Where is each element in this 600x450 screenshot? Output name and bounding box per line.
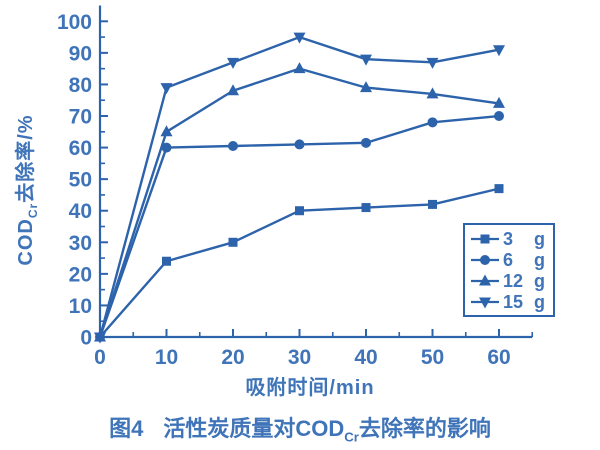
data-point-marker — [160, 125, 173, 137]
figure-caption-subscript: Cr — [344, 429, 359, 445]
data-point-marker — [494, 184, 504, 194]
data-point-marker — [228, 237, 238, 247]
x-tick-label: 40 — [354, 346, 377, 369]
figure-caption-text-post: 去除率的影响 — [358, 416, 491, 441]
y-tick-label: 0 — [80, 327, 92, 350]
legend-label-unit: g — [534, 270, 545, 291]
x-tick-label: 50 — [421, 346, 444, 369]
series-line-15g — [98, 35, 500, 338]
legend-label-unit: g — [534, 291, 545, 312]
data-point-marker — [493, 96, 505, 108]
legend-marker-glyph — [480, 254, 490, 265]
data-point-marker — [360, 81, 372, 93]
y-tick-label: 40 — [69, 200, 92, 223]
figure-caption-number: 图4 — [109, 416, 144, 441]
legend-label-unit: g — [534, 249, 545, 270]
y-tick-label: 90 — [69, 42, 92, 65]
legend-triangle-up-marker-icon — [471, 274, 499, 285]
legend-marker-glyph — [479, 274, 491, 285]
y-axis-title-main: COD — [15, 218, 37, 266]
data-point-marker — [295, 206, 304, 216]
y-tick-label: 10 — [69, 295, 92, 318]
data-point-marker — [161, 142, 172, 153]
legend-label-unit: g — [534, 228, 545, 249]
legend-square-marker-icon — [471, 234, 499, 243]
data-point-marker — [294, 139, 305, 150]
y-tick-label: 80 — [69, 74, 92, 97]
figure-caption: 图4 活性炭质量对CODCr去除率的影响 — [0, 411, 600, 444]
legend-box: 3 g 6 g 12 g 15 g — [463, 223, 555, 317]
data-point-marker — [360, 54, 372, 66]
y-tick-label: 60 — [69, 137, 92, 160]
x-tick-label: 60 — [487, 346, 510, 369]
data-point-marker — [426, 87, 439, 99]
y-tick-label: 30 — [69, 232, 92, 255]
legend-item-15g: 15 g — [470, 293, 547, 311]
legend-marker-glyph — [480, 234, 490, 243]
series-3g — [95, 184, 504, 342]
legend-label-qty: 6 — [503, 249, 514, 270]
data-point-marker — [162, 256, 171, 266]
y-tick-label: 70 — [69, 106, 92, 129]
x-tick-label: 20 — [221, 346, 244, 369]
legend-item-6g: 6 g — [470, 251, 547, 269]
y-tick-label: 20 — [69, 263, 92, 286]
y-axis-title-rest: 去除率/% — [15, 114, 37, 203]
x-tick-label: 0 — [94, 346, 106, 369]
data-point-marker — [426, 57, 439, 69]
data-point-marker — [494, 111, 504, 122]
y-axis-title-subscript: Cr — [26, 202, 40, 219]
data-point-marker — [293, 32, 306, 44]
legend-label-qty: 3 — [503, 228, 514, 249]
data-point-marker — [228, 141, 238, 152]
legend-triangle-down-marker-icon — [471, 297, 499, 308]
data-point-marker — [293, 62, 306, 74]
data-point-marker — [94, 332, 106, 344]
y-tick-label: 100 — [57, 11, 92, 34]
data-point-marker — [427, 117, 438, 128]
data-point-marker — [493, 45, 505, 57]
legend-circle-marker-icon — [471, 254, 499, 265]
data-point-marker — [227, 84, 239, 96]
data-point-marker — [227, 57, 239, 69]
series-12g — [94, 62, 505, 342]
legend-label-qty: 12 — [503, 270, 524, 291]
data-point-marker — [361, 203, 371, 213]
legend-item-12g: 12 g — [470, 272, 547, 290]
legend-marker-glyph — [479, 297, 491, 308]
x-tick-label: 30 — [288, 346, 311, 369]
data-point-marker — [160, 83, 173, 95]
data-point-marker — [428, 199, 437, 209]
x-axis-title: 吸附时间/min — [245, 377, 375, 399]
x-tick-label: 10 — [155, 346, 178, 369]
series-15g — [94, 32, 505, 344]
y-tick-label: 50 — [69, 169, 92, 192]
data-point-marker — [361, 137, 371, 148]
series-6g — [95, 111, 504, 342]
legend-label-qty: 15 — [503, 291, 524, 312]
figure-caption-text-pre: 活性炭质量对COD — [163, 416, 345, 441]
legend-item-3g: 3 g — [470, 230, 547, 248]
y-axis-title: CODCr去除率/% — [9, 70, 40, 310]
